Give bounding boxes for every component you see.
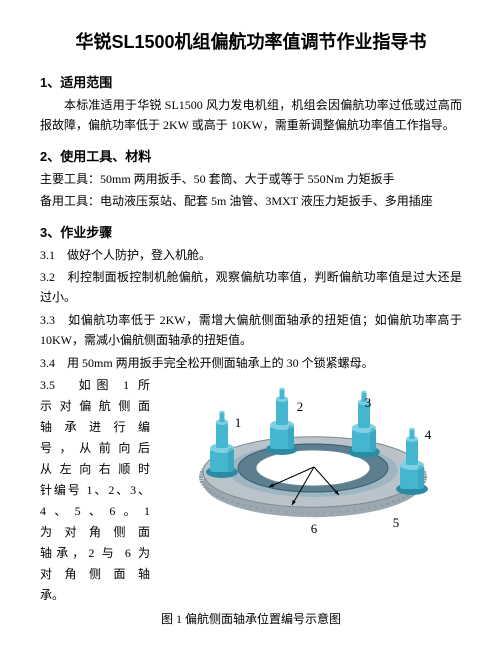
l5: 从左向右顺时: [40, 459, 150, 480]
svg-text:5: 5: [393, 515, 400, 530]
l4: 号，从前向后: [40, 438, 150, 459]
figure-1-area: 1 2 3 4 5 6: [164, 375, 462, 539]
section-1-head: 1、适用范围: [40, 72, 462, 91]
l7: 4、5、6。1: [40, 501, 150, 522]
svg-text:2: 2: [297, 399, 304, 414]
step-3-1: 3.1 做好个人防护，登入机舱。: [40, 245, 462, 265]
l10: 对 角 侧 面 轴: [40, 564, 150, 585]
l9: 轴承，2 与 6 为: [40, 543, 150, 564]
step-3-3: 3.3 如偏航功率低于 2KW，需增大偏航侧面轴承的扭矩值；如偏航功率高于 10…: [40, 310, 462, 351]
step-3-4: 3.4 用 50mm 两用扳手完全松开侧面轴承上的 30 个锁紧螺母。: [40, 353, 462, 373]
svg-text:3: 3: [365, 395, 372, 410]
l2: 示对偏航侧面: [40, 396, 150, 417]
section-2-p1: 主要工具：50mm 两用扳手、50 套筒、大于或等于 550Nm 力矩扳手: [40, 169, 462, 189]
section-3-head: 3、作业步骤: [40, 222, 462, 241]
svg-text:1: 1: [235, 415, 242, 430]
figure-1-caption: 图 1 偏航侧面轴承位置编号示意图: [40, 610, 462, 627]
step-3-5-text: 3.5 如图 1 所 示对偏航侧面 轴 承 进 行 编 号，从前向后 从左向右顺…: [40, 375, 150, 606]
l8: 为对角侧面: [40, 522, 150, 543]
l11: 承。: [40, 585, 150, 606]
section-1-para: 本标准适用于华锐 SL1500 风力发电机组，机组会因偏航功率过低或过高而报故障…: [40, 95, 462, 136]
l3: 轴 承 进 行 编: [40, 417, 150, 438]
l1: 3.5 如图 1 所: [40, 375, 150, 396]
figure-1: 1 2 3 4 5 6: [164, 377, 462, 539]
page-title: 华锐SL1500机组偏航功率值调节作业指导书: [40, 28, 462, 54]
section-2-head: 2、使用工具、材料: [40, 146, 462, 165]
svg-text:6: 6: [311, 521, 318, 536]
step-3-2: 3.2 利控制面板控制机舱偏航，观察偏航功率值，判断偏航功率值是过大还是过小。: [40, 267, 462, 308]
section-2-p2: 备用工具：电动液压泵站、配套 5m 油管、3MXT 液压力矩扳手、多用插座: [40, 191, 462, 211]
svg-text:4: 4: [425, 427, 432, 442]
figure-1-svg: 1 2 3 4 5 6: [164, 377, 462, 539]
step-3-5-row: 3.5 如图 1 所 示对偏航侧面 轴 承 进 行 编 号，从前向后 从左向右顺…: [40, 375, 462, 606]
l6: 针编号 1、2、3、: [40, 480, 150, 501]
